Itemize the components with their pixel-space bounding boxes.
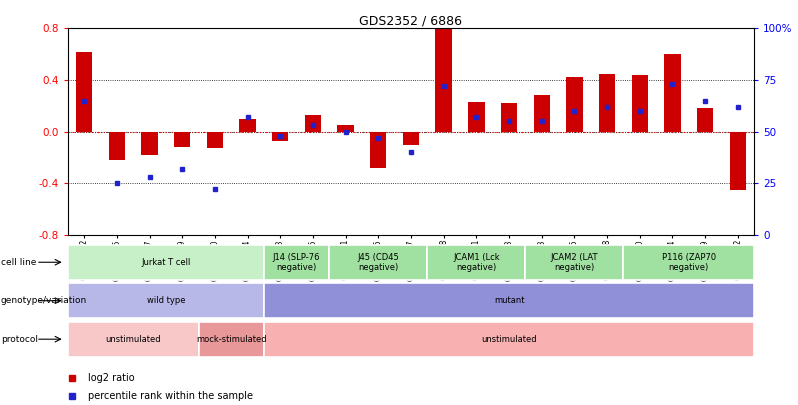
Bar [76,51,93,132]
Bar [427,245,525,279]
Bar [264,322,754,356]
Bar [501,103,517,132]
Bar [272,132,288,141]
Bar [403,132,419,145]
Text: unstimulated: unstimulated [481,335,537,344]
Bar [525,245,623,279]
Text: percentile rank within the sample: percentile rank within the sample [88,391,253,401]
Bar [264,245,330,279]
Bar [141,132,158,155]
Text: P116 (ZAP70
negative): P116 (ZAP70 negative) [662,253,716,272]
Bar [207,132,223,148]
Bar [68,322,199,356]
Bar [174,132,191,147]
Text: cell line: cell line [1,258,36,267]
Bar [631,75,648,132]
Bar [305,115,321,132]
Bar [534,96,550,132]
Title: GDS2352 / 6886: GDS2352 / 6886 [359,14,463,27]
Text: protocol: protocol [1,335,38,344]
Bar [370,132,386,168]
Text: J14 (SLP-76
negative): J14 (SLP-76 negative) [273,253,320,272]
Bar [729,132,746,190]
Bar [338,125,354,132]
Bar [567,77,583,132]
Bar [598,74,615,132]
Bar [664,54,681,132]
Bar [697,109,713,132]
Bar [109,132,125,160]
Bar [436,28,452,132]
Text: mutant: mutant [494,296,524,305]
Bar [468,102,484,132]
Text: J45 (CD45
negative): J45 (CD45 negative) [358,253,399,272]
Text: unstimulated: unstimulated [105,335,161,344]
Bar [68,284,264,318]
Text: Jurkat T cell: Jurkat T cell [141,258,191,267]
Bar [68,245,264,279]
Bar [239,119,255,132]
Text: JCAM2 (LAT
negative): JCAM2 (LAT negative) [551,253,598,272]
Text: mock-stimulated: mock-stimulated [196,335,267,344]
Text: JCAM1 (Lck
negative): JCAM1 (Lck negative) [453,253,500,272]
Text: log2 ratio: log2 ratio [88,373,134,383]
Bar [264,284,754,318]
Text: genotype/variation: genotype/variation [1,296,87,305]
Bar [330,245,427,279]
Bar [199,322,264,356]
Text: wild type: wild type [147,296,185,305]
Bar [623,245,754,279]
